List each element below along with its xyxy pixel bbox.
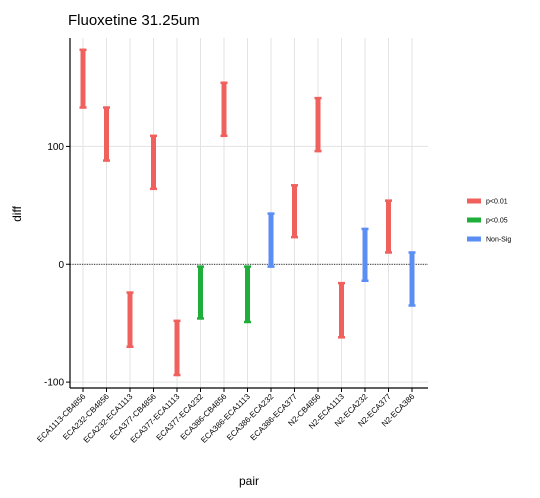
legend-item-non-sig: Non-Sig bbox=[467, 236, 511, 244]
error-bar-midpoint bbox=[410, 277, 414, 280]
error-bar-eca232-cb4856 bbox=[103, 106, 110, 162]
error-bar-n2-eca232 bbox=[361, 227, 369, 283]
error-bar-midpoint bbox=[222, 107, 226, 111]
y-axis-title: diff bbox=[10, 205, 24, 221]
y-tick-label: -100 bbox=[44, 378, 64, 389]
axes bbox=[69, 38, 428, 389]
error-bar-eca386-cb4856 bbox=[220, 81, 228, 138]
error-bar-eca386-eca232 bbox=[267, 212, 275, 268]
error-bar-eca386-eca377 bbox=[291, 184, 298, 239]
error-bar-midpoint bbox=[128, 318, 132, 321]
legend-label: p<0.05 bbox=[486, 218, 508, 225]
error-bar-midpoint bbox=[340, 308, 343, 312]
error-bar-n2-eca377 bbox=[385, 199, 392, 254]
error-bar-midpoint bbox=[293, 209, 296, 213]
x-axis-ticks: ECA1113-CB4856ECA232-CB4856ECA232-ECA111… bbox=[35, 388, 417, 445]
error-bar-eca377-cb4856 bbox=[150, 134, 157, 191]
error-bar-n2-cb4856 bbox=[314, 96, 322, 153]
error-bar-n2-eca386 bbox=[408, 251, 416, 307]
error-bar-n2-eca1113 bbox=[338, 281, 345, 339]
chart-title: Fluoxetine 31.25um bbox=[68, 12, 200, 29]
error-bar-midpoint bbox=[246, 292, 249, 296]
error-bar-midpoint bbox=[387, 225, 390, 228]
x-axis-title: pair bbox=[239, 474, 259, 488]
error-bar-midpoint bbox=[316, 122, 320, 126]
legend-label: p<0.01 bbox=[486, 199, 508, 206]
y-tick-label: 0 bbox=[58, 260, 64, 271]
legend-item-p-0-01: p<0.01 bbox=[467, 198, 508, 206]
y-axis-ticks: -100 0 100 bbox=[44, 142, 70, 389]
error-bar-midpoint bbox=[152, 160, 155, 164]
error-bar-eca1113-cb4856 bbox=[79, 48, 87, 109]
error-bar-eca386-eca1113 bbox=[244, 265, 251, 324]
legend: p<0.01 p<0.05 Non-Sig bbox=[467, 198, 511, 244]
y-tick-label: 100 bbox=[47, 142, 64, 153]
error-bar-midpoint bbox=[199, 291, 202, 294]
error-bar-midpoint bbox=[175, 346, 179, 350]
error-bars bbox=[79, 48, 416, 377]
error-bar-midpoint bbox=[363, 253, 367, 257]
error-bar-midpoint bbox=[81, 77, 85, 81]
error-bar-midpoint bbox=[105, 132, 108, 135]
legend-label: Non-Sig bbox=[486, 237, 511, 244]
error-bar-midpoint bbox=[269, 238, 273, 241]
error-bar-eca377-eca1113 bbox=[173, 319, 181, 377]
error-bar-eca377-eca232 bbox=[197, 265, 204, 320]
legend-item-p-0-05: p<0.05 bbox=[467, 217, 508, 225]
grid-lines bbox=[70, 38, 428, 388]
error-bar-eca232-eca1113 bbox=[126, 291, 134, 349]
